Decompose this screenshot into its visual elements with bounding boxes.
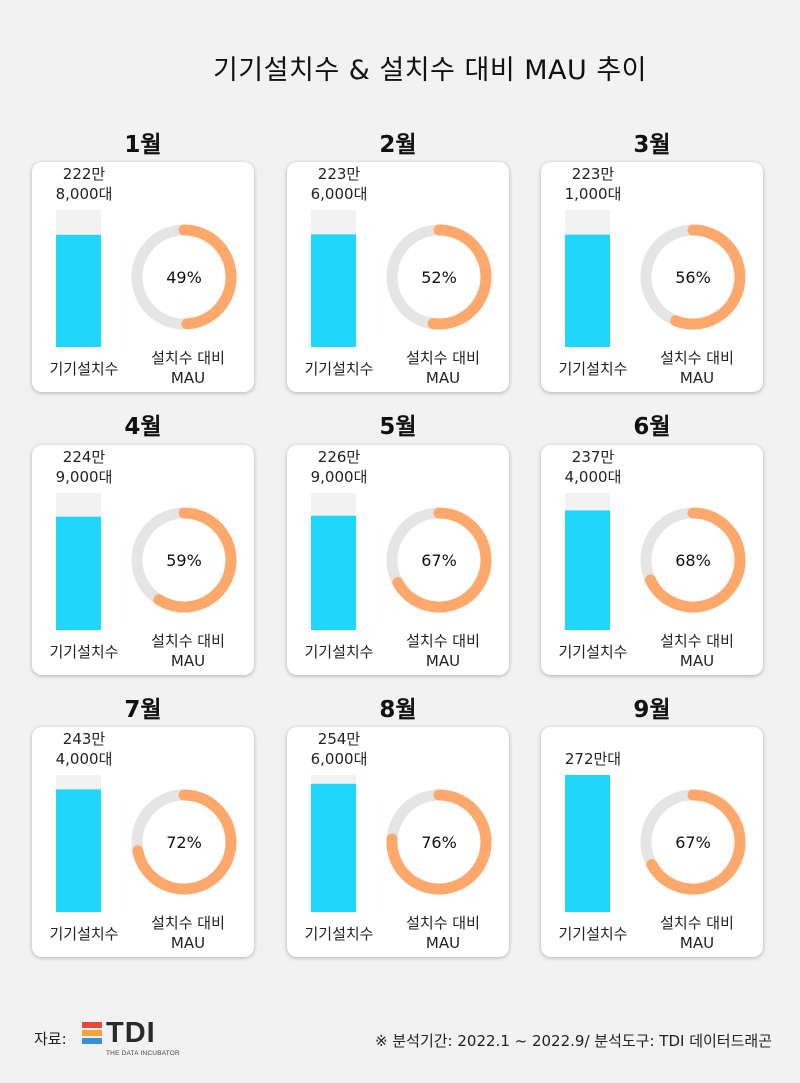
panel-graphic: 67% (565, 775, 746, 912)
donut-caption: 설치수 대비 MAU (406, 349, 480, 387)
install-value-label: 223만 6,000대 (310, 165, 368, 203)
mau-donut-arc (646, 789, 746, 895)
logo-subtitle: THE DATA INCUBATOR (106, 1050, 180, 1057)
panel-graphic: 68% (565, 493, 746, 630)
mau-percent-label: 59% (166, 551, 202, 570)
bar-caption: 기기설치수 (558, 925, 628, 943)
panel-graphic: 59% (56, 493, 237, 630)
mau-percent-label: 68% (675, 551, 711, 570)
install-value-label: 223만 1,000대 (564, 165, 622, 203)
install-value-label: 222만 8,000대 (55, 165, 113, 203)
mau-percent-label: 76% (421, 833, 457, 852)
tdi-logo: TDI THE DATA INCUBATOR (80, 1017, 180, 1060)
bar-caption: 기기설치수 (304, 643, 374, 661)
donut-caption: 설치수 대비 MAU (151, 632, 225, 670)
donut-caption: 설치수 대비 MAU (406, 914, 480, 952)
logo-text: TDI (106, 1017, 156, 1049)
month-label: 5월 (379, 414, 417, 440)
donut-caption: 설치수 대비 MAU (151, 349, 225, 387)
month-label: 7월 (124, 697, 162, 723)
panel-graphic: 76% (311, 775, 492, 912)
donut-caption: 설치수 대비 MAU (660, 632, 734, 670)
month-label: 8월 (379, 697, 417, 723)
install-bar (565, 775, 610, 912)
install-bar (311, 234, 356, 347)
mau-percent-label: 67% (675, 833, 711, 852)
mau-percent-label: 49% (166, 268, 202, 287)
mau-percent-label: 52% (421, 268, 457, 287)
panel-graphic: 52% (311, 210, 492, 347)
bar-caption: 기기설치수 (49, 643, 119, 661)
panel-graphic: 67% (311, 493, 492, 630)
install-value-label: 272만대 (564, 750, 622, 768)
mau-percent-label: 67% (421, 551, 457, 570)
panel-graphic: 49% (56, 210, 237, 347)
bar-caption: 기기설치수 (49, 925, 119, 943)
mau-percent-label: 72% (166, 833, 202, 852)
mau-donut-arc (153, 507, 237, 613)
panel-graphic: 72% (56, 775, 237, 912)
bar-caption: 기기설치수 (558, 360, 628, 378)
mau-percent-label: 56% (675, 268, 711, 287)
month-label: 1월 (124, 132, 162, 158)
install-value-label: 226만 9,000대 (310, 448, 368, 486)
mau-donut-arc (178, 224, 237, 330)
month-label: 9월 (633, 697, 671, 723)
install-bar (56, 789, 101, 912)
install-value-label: 237만 4,000대 (564, 448, 622, 486)
chart-title: 기기설치수 & 설치수 대비 MAU 추이 (212, 55, 648, 86)
bar-caption: 기기설치수 (304, 360, 374, 378)
mau-donut-arc (644, 507, 746, 613)
install-bar (56, 234, 101, 347)
bar-caption: 기기설치수 (558, 643, 628, 661)
panel-graphic: 56% (565, 210, 746, 347)
source-label: 자료: (34, 1030, 67, 1048)
logo-stripes-icon (82, 1022, 102, 1044)
mau-donut-arc (670, 224, 746, 330)
donut-caption: 설치수 대비 MAU (660, 349, 734, 387)
mau-donut-arc (427, 224, 492, 330)
donut-caption: 설치수 대비 MAU (151, 914, 225, 952)
mau-donut-arc (132, 789, 237, 895)
mau-donut-arc (392, 507, 492, 613)
install-bar (56, 516, 101, 630)
install-value-label: 224만 9,000대 (55, 448, 113, 486)
bar-caption: 기기설치수 (49, 360, 119, 378)
month-label: 3월 (633, 132, 671, 158)
analysis-note: ※ 분석기간: 2022.1 ~ 2022.9/ 분석도구: TDI 데이터드래… (375, 1032, 772, 1050)
month-label: 6월 (633, 414, 671, 440)
donut-caption: 설치수 대비 MAU (406, 632, 480, 670)
install-bar (311, 515, 356, 630)
install-bar (565, 234, 610, 347)
donut-caption: 설치수 대비 MAU (660, 914, 734, 952)
month-label: 4월 (124, 414, 162, 440)
install-value-label: 243만 4,000대 (55, 730, 113, 768)
month-label: 2월 (379, 132, 417, 158)
install-bar (311, 783, 356, 912)
mau-donut-arc (386, 789, 492, 895)
install-bar (565, 510, 610, 630)
bar-caption: 기기설치수 (304, 925, 374, 943)
install-value-label: 254만 6,000대 (310, 730, 368, 768)
